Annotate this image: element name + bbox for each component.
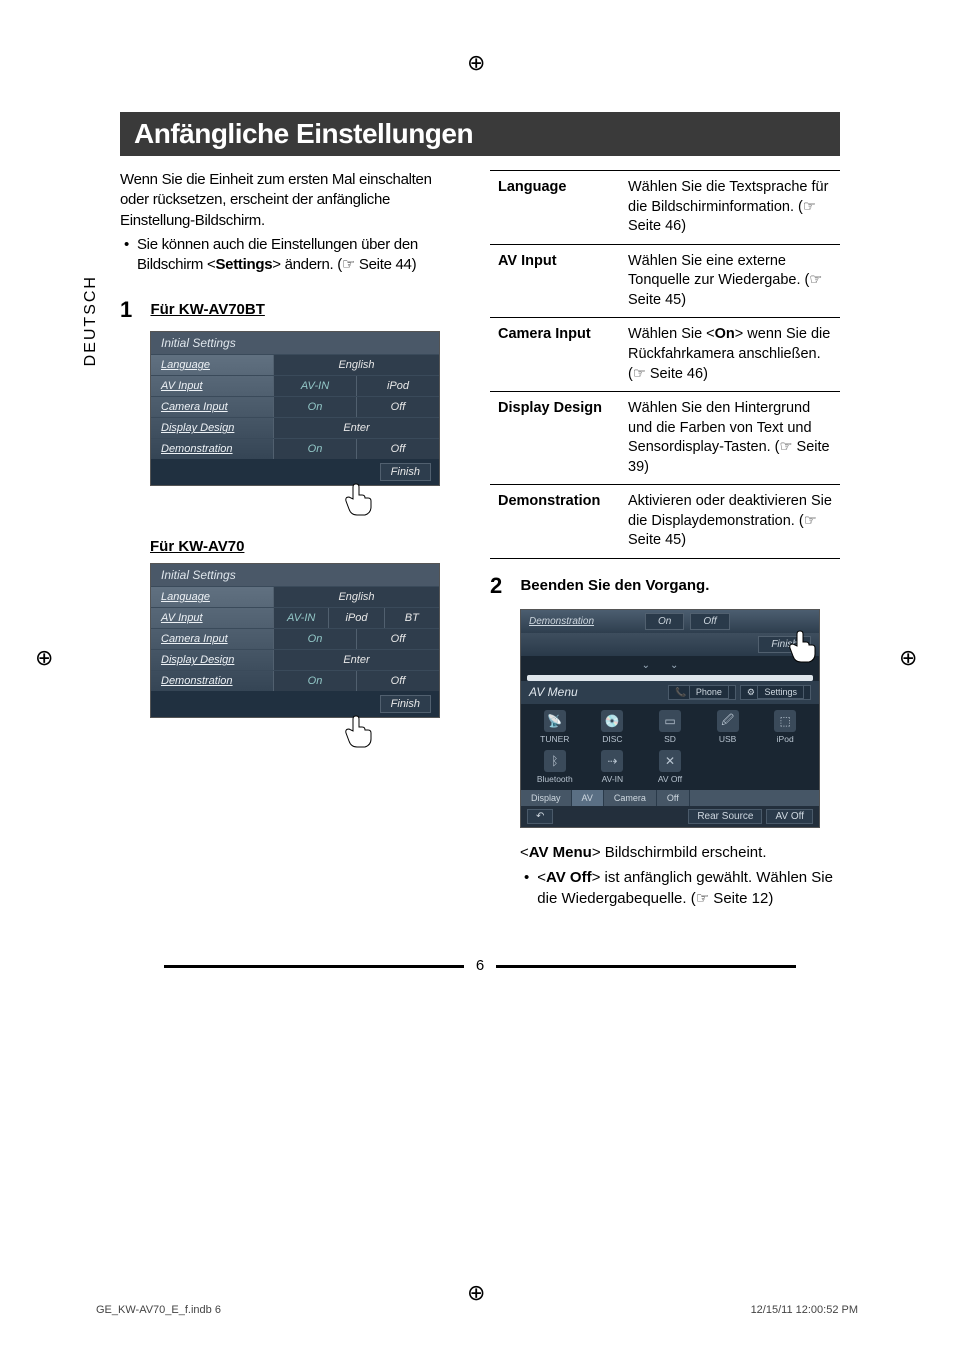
table-row-key: Display Design: [490, 392, 620, 485]
ss-option-button[interactable]: On: [273, 397, 356, 417]
av-source-disc[interactable]: 💿DISC: [585, 710, 641, 744]
step-2-body: <AV Menu> Bildschirmbild erscheint. <AV …: [520, 842, 840, 909]
av-tab-off[interactable]: Off: [657, 790, 690, 806]
table-row-value: Wählen Sie eine externe Tonquelle zur Wi…: [620, 244, 840, 318]
av-tab-display[interactable]: Display: [521, 790, 572, 806]
av-source-av-in[interactable]: ⇢AV-IN: [585, 750, 641, 784]
av-source-ipod[interactable]: ⬚iPod: [757, 710, 813, 744]
tap-hand-icon: [339, 477, 379, 517]
table-row-value: Aktivieren oder deaktivieren Sie die Dis…: [620, 485, 840, 559]
av-avoff-button[interactable]: AV Off: [766, 809, 813, 824]
ss-a-finish-button[interactable]: Finish: [380, 463, 431, 481]
ss-option-button[interactable]: iPod: [328, 608, 383, 628]
ss-row-label: Language: [151, 587, 273, 607]
av-source-tuner[interactable]: 📡TUNER: [527, 710, 583, 744]
av-tab-av[interactable]: AV: [572, 790, 604, 806]
av-phone-button[interactable]: 📞 Phone: [668, 685, 736, 700]
table-row-key: Camera Input: [490, 318, 620, 392]
intro-bullet: Sie können auch die Einstellungen über d…: [120, 235, 460, 276]
ss-row-label: Demonstration: [151, 671, 273, 691]
ss-option-button[interactable]: Off: [356, 671, 439, 691]
page-number: 6: [120, 957, 840, 974]
av-rear-source-button[interactable]: Rear Source: [688, 809, 762, 824]
av-tab-camera[interactable]: Camera: [604, 790, 657, 806]
settings-description-table: LanguageWählen Sie die Textsprache für d…: [490, 170, 840, 559]
initial-settings-screenshot-b: Initial Settings LanguageEnglishAV Input…: [150, 563, 440, 718]
page-title: Anfängliche Einstellungen: [120, 112, 840, 156]
intro-line: Wenn Sie die Einheit zum ersten Mal eins…: [120, 170, 460, 231]
ss-option-button[interactable]: Enter: [273, 418, 439, 438]
step-1-number: 1: [120, 297, 146, 323]
ss-option-button[interactable]: On: [273, 439, 356, 459]
footer-right: 12/15/11 12:00:52 PM: [751, 1304, 858, 1316]
av-menu-title: AV Menu: [529, 685, 578, 700]
ss-option-button[interactable]: Enter: [273, 650, 439, 670]
language-side-tab: DEUTSCH: [82, 275, 100, 366]
table-row-key: Demonstration: [490, 485, 620, 559]
av-source-av-off[interactable]: ✕AV Off: [642, 750, 698, 784]
footer-left: GE_KW-AV70_E_f.indb 6: [96, 1304, 221, 1316]
ss-row-label: AV Input: [151, 376, 273, 396]
av-off-button[interactable]: Off: [690, 613, 729, 630]
ss-option-button[interactable]: On: [273, 629, 356, 649]
reg-mark-left: [35, 645, 55, 665]
ss-row-label: Language: [151, 355, 273, 375]
table-row-value: Wählen Sie den Hintergrund und die Farbe…: [620, 392, 840, 485]
av-source-sd[interactable]: ▭SD: [642, 710, 698, 744]
ss-row-label: Camera Input: [151, 629, 273, 649]
ss-option-button[interactable]: English: [273, 355, 439, 375]
ss-row-label: Demonstration: [151, 439, 273, 459]
transition-arrow-icon: ⌄⌄: [521, 656, 819, 675]
ss-option-button[interactable]: Off: [356, 629, 439, 649]
ss-option-button[interactable]: AV-IN: [273, 608, 328, 628]
table-row-value: Wählen Sie <On> wenn Sie die Rückfahrkam…: [620, 318, 840, 392]
ss-b-title: Initial Settings: [151, 564, 439, 586]
ss-row-label: Display Design: [151, 650, 273, 670]
av-menu-screenshot: Demonstration On Off Finish ⌄⌄ AV Menu 📞…: [520, 609, 820, 828]
av-source-bluetooth[interactable]: ᛒBluetooth: [527, 750, 583, 784]
reg-mark-bottom: [467, 1280, 487, 1300]
av-demo-label: Demonstration: [529, 616, 639, 627]
table-row-key: Language: [490, 171, 620, 245]
av-source-usb[interactable]: 🖉USB: [700, 710, 756, 744]
ss-option-button[interactable]: BT: [384, 608, 439, 628]
av-on-button[interactable]: On: [645, 613, 684, 630]
ss-option-button[interactable]: English: [273, 587, 439, 607]
ss-option-button[interactable]: iPod: [356, 376, 439, 396]
step-2-number: 2: [490, 573, 516, 599]
step-1-label-a: Für KW-AV70BT: [150, 301, 264, 318]
ss-a-title: Initial Settings: [151, 332, 439, 354]
tap-hand-icon: [783, 624, 823, 664]
table-row-key: AV Input: [490, 244, 620, 318]
tap-hand-icon: [339, 709, 379, 749]
table-row-value: Wählen Sie die Textsprache für die Bilds…: [620, 171, 840, 245]
ss-row-label: AV Input: [151, 608, 273, 628]
ss-row-label: Display Design: [151, 418, 273, 438]
av-back-button[interactable]: ↶: [527, 809, 553, 824]
ss-option-button[interactable]: Off: [356, 397, 439, 417]
ss-b-finish-button[interactable]: Finish: [380, 695, 431, 713]
ss-option-button[interactable]: On: [273, 671, 356, 691]
step-2-label: Beenden Sie den Vorgang.: [520, 577, 709, 594]
ss-option-button[interactable]: Off: [356, 439, 439, 459]
reg-mark-top: [467, 50, 487, 70]
initial-settings-screenshot-a: Initial Settings LanguageEnglishAV Input…: [150, 331, 440, 486]
intro-paragraph: Wenn Sie die Einheit zum ersten Mal eins…: [120, 170, 460, 275]
step-1-label-b: Für KW-AV70: [150, 538, 244, 555]
reg-mark-right: [899, 645, 919, 665]
ss-option-button[interactable]: AV-IN: [273, 376, 356, 396]
av-settings-button[interactable]: ⚙ Settings: [740, 685, 811, 700]
ss-row-label: Camera Input: [151, 397, 273, 417]
